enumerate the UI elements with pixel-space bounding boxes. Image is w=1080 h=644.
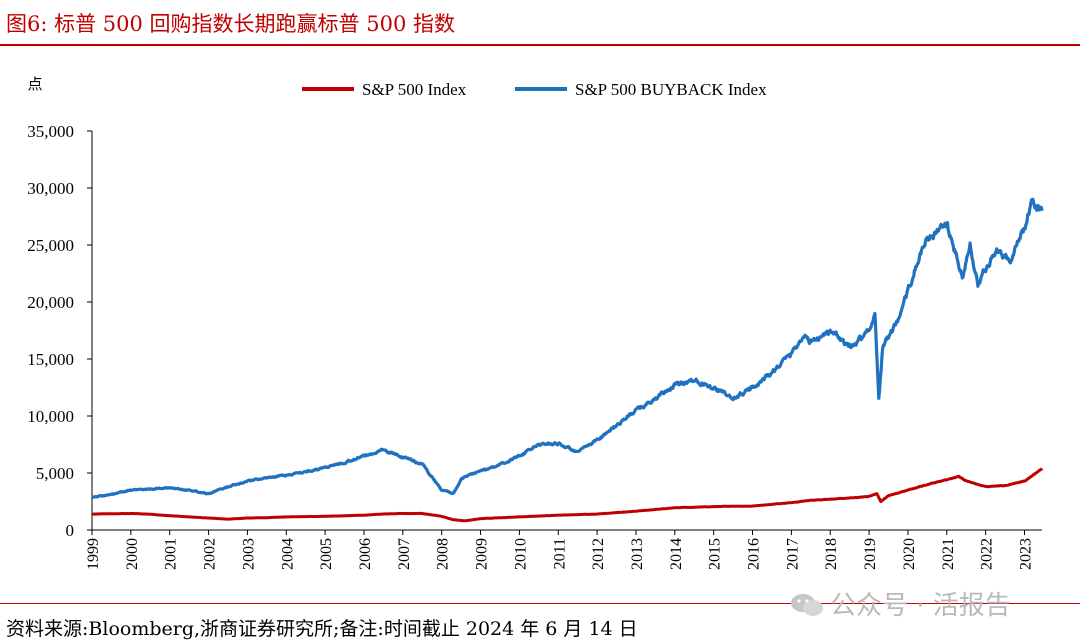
title-bar: 图6: 标普 500 回购指数长期跑赢标普 500 指数 <box>0 0 1080 46</box>
figure-title: 图6: 标普 500 回购指数长期跑赢标普 500 指数 <box>6 12 455 36</box>
x-tick-label: 2021 <box>940 538 957 570</box>
watermark-text: 公众号 · 活报告 <box>830 591 1011 621</box>
x-tick-label: 2020 <box>901 538 918 570</box>
x-tick-label: 2005 <box>318 538 335 570</box>
x-tick-label: 2007 <box>396 538 413 570</box>
series-line-sp500 <box>91 467 1044 523</box>
y-tick-label: 15,000 <box>27 350 74 369</box>
x-tick-label: 2022 <box>979 538 996 570</box>
x-tick-label: 2010 <box>512 538 529 570</box>
x-tick-label: 2004 <box>279 538 296 570</box>
x-tick-label: 1999 <box>85 538 102 570</box>
title-divider <box>0 44 1080 46</box>
x-tick-label: 2014 <box>668 538 685 570</box>
x-tick-label: 2009 <box>474 538 491 570</box>
series-layer <box>91 197 1044 523</box>
x-tick-label: 2019 <box>862 538 879 570</box>
axes: 0 5,000 10,000 15,000 20,000 25,000 30,000 35,0… <box>27 122 1042 570</box>
x-tick-label: 2001 <box>163 538 180 570</box>
x-tick-label: 2017 <box>784 538 801 570</box>
x-tick-label: 2000 <box>124 538 141 570</box>
x-tick-label: 2006 <box>357 538 374 570</box>
x-tick-label: 2012 <box>590 538 607 570</box>
y-tick-label: 10,000 <box>27 407 74 426</box>
x-tick-label: 2023 <box>1018 538 1035 570</box>
series-line-buyback <box>91 197 1044 499</box>
y-tick-label: 30,000 <box>27 179 74 198</box>
legend-label: S&P 500 Index <box>362 80 467 99</box>
x-tick-label: 2018 <box>823 538 840 570</box>
x-tick-label: 2015 <box>707 538 724 570</box>
y-axis-unit-label: 点 <box>27 76 42 93</box>
y-tick-label: 5,000 <box>36 464 74 483</box>
y-tick-label: 35,000 <box>27 122 74 141</box>
y-tick-label: 0 <box>66 521 75 540</box>
x-tick-label: 2003 <box>240 538 257 570</box>
x-tick-label: 2016 <box>746 538 763 570</box>
x-tick-label: 2011 <box>551 538 568 569</box>
legend: S&P 500 Index S&P 500 BUYBACK Index <box>302 80 767 99</box>
y-tick-label: 25,000 <box>27 236 74 255</box>
watermark: 公众号 · 活报告 <box>790 585 1011 622</box>
footer-divider <box>0 603 1080 604</box>
x-tick-label: 2013 <box>629 538 646 570</box>
source-note: 资料来源:Bloomberg,浙商证券研究所;备注:时间截止 2024 年 6 … <box>6 618 638 640</box>
x-tick-label: 2008 <box>435 538 452 570</box>
legend-label: S&P 500 BUYBACK Index <box>575 80 767 99</box>
y-tick-label: 20,000 <box>27 293 74 312</box>
wechat-icon <box>790 592 824 618</box>
x-tick-label: 2002 <box>202 538 219 570</box>
line-chart: 0 5,000 10,000 15,000 20,000 25,000 30,000 35,0… <box>27 76 1044 570</box>
